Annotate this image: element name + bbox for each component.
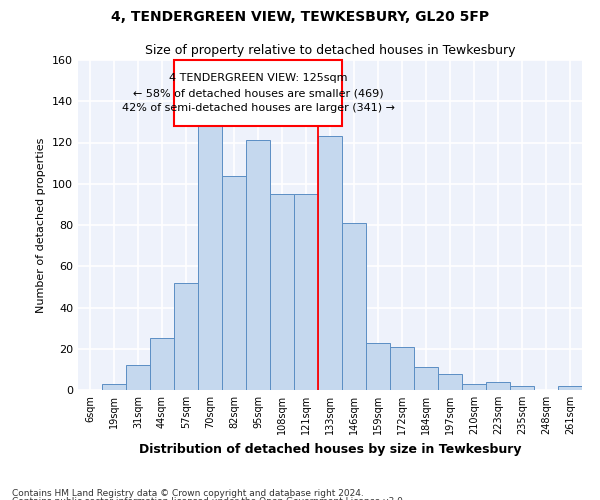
Text: Contains HM Land Registry data © Crown copyright and database right 2024.: Contains HM Land Registry data © Crown c… [12,488,364,498]
Text: Contains public sector information licensed under the Open Government Licence v3: Contains public sector information licen… [12,497,406,500]
Bar [102,384,126,390]
Bar [174,283,198,390]
Bar [390,346,414,390]
Bar [438,374,462,390]
Bar [198,120,222,390]
X-axis label: Distribution of detached houses by size in Tewkesbury: Distribution of detached houses by size … [139,442,521,456]
Bar [510,386,534,390]
Bar [486,382,510,390]
Bar [462,384,486,390]
Bar [414,368,438,390]
Bar [174,60,342,126]
Y-axis label: Number of detached properties: Number of detached properties [37,138,46,312]
Bar [318,136,342,390]
Bar [222,176,246,390]
Bar [558,386,582,390]
Text: 4, TENDERGREEN VIEW, TEWKESBURY, GL20 5FP: 4, TENDERGREEN VIEW, TEWKESBURY, GL20 5F… [111,10,489,24]
Bar [246,140,270,390]
Bar [270,194,294,390]
Text: 4 TENDERGREEN VIEW: 125sqm
← 58% of detached houses are smaller (469)
42% of sem: 4 TENDERGREEN VIEW: 125sqm ← 58% of deta… [121,73,395,113]
Bar [294,194,318,390]
Bar [366,342,390,390]
Bar [126,365,150,390]
Title: Size of property relative to detached houses in Tewkesbury: Size of property relative to detached ho… [145,44,515,58]
Bar [342,223,366,390]
Bar [150,338,174,390]
